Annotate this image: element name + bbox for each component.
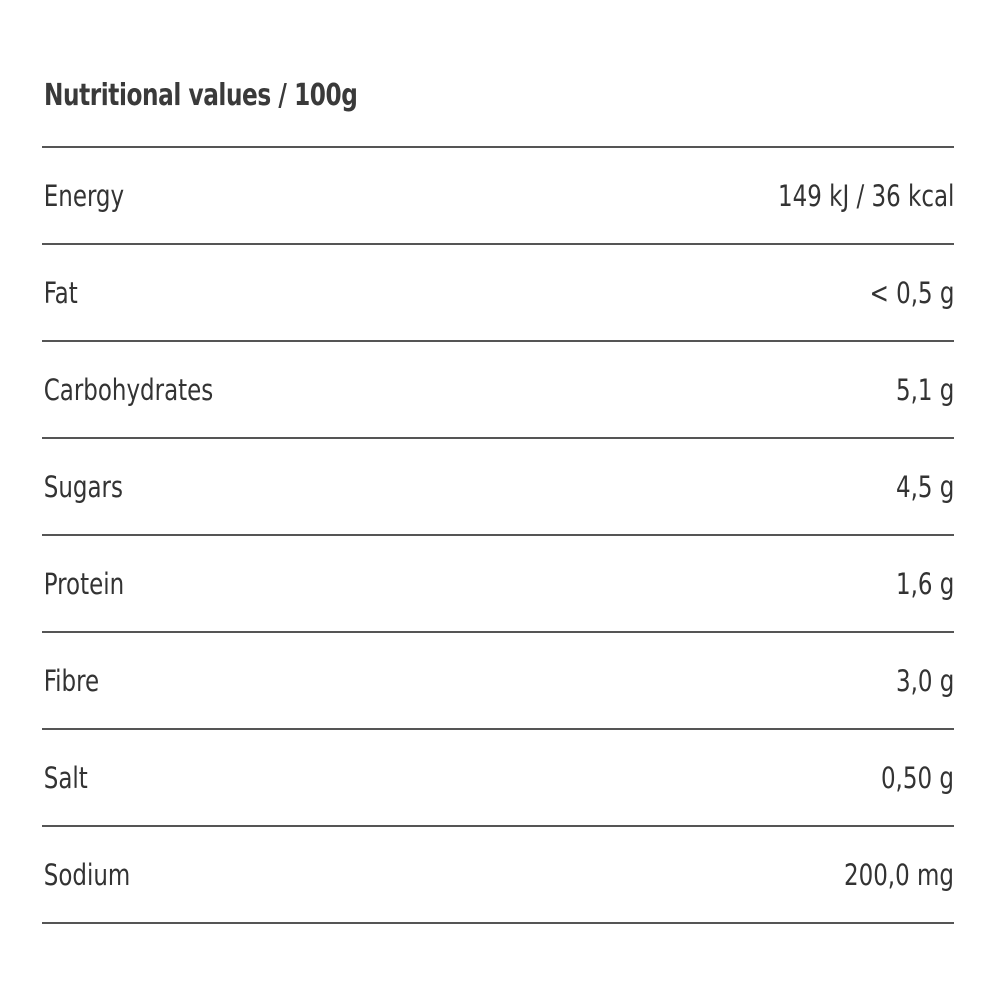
table-row: Sugars 4,5 g [42,439,954,536]
table-row: Fat < 0,5 g [42,245,954,342]
nutrient-value: < 0,5 g [869,275,954,310]
nutrient-value: 3,0 g [895,663,954,698]
nutrient-name: Salt [43,760,88,795]
nutrient-value: 1,6 g [895,566,954,601]
nutrient-name: Fibre [43,663,100,698]
table-row: Protein 1,6 g [42,536,954,633]
table-row: Sodium 200,0 mg [42,827,954,924]
nutrient-value: 200,0 mg [844,857,954,892]
nutrient-value: 4,5 g [895,469,954,504]
title: Nutritional values / 100g [44,78,358,113]
nutrition-table: Energy 149 kJ / 36 kcal Fat < 0,5 g Carbohyd… [42,146,954,924]
nutrient-name: Carbohydrates [43,372,214,407]
nutrient-value: 0,50 g [881,760,954,795]
table-row: Carbohydrates 5,1 g [42,342,954,439]
table-row: Fibre 3,0 g [42,633,954,730]
nutrient-value: 149 kJ / 36 kcal [777,178,954,213]
nutrient-name: Sodium [43,857,131,892]
nutrient-value: 5,1 g [895,372,954,407]
nutrient-name: Fat [43,275,78,310]
table-row: Salt 0,50 g [42,730,954,827]
nutrient-name: Energy [43,178,125,213]
nutrient-name: Sugars [43,469,123,504]
nutrient-name: Protein [43,566,125,601]
table-row: Energy 149 kJ / 36 kcal [42,148,954,245]
